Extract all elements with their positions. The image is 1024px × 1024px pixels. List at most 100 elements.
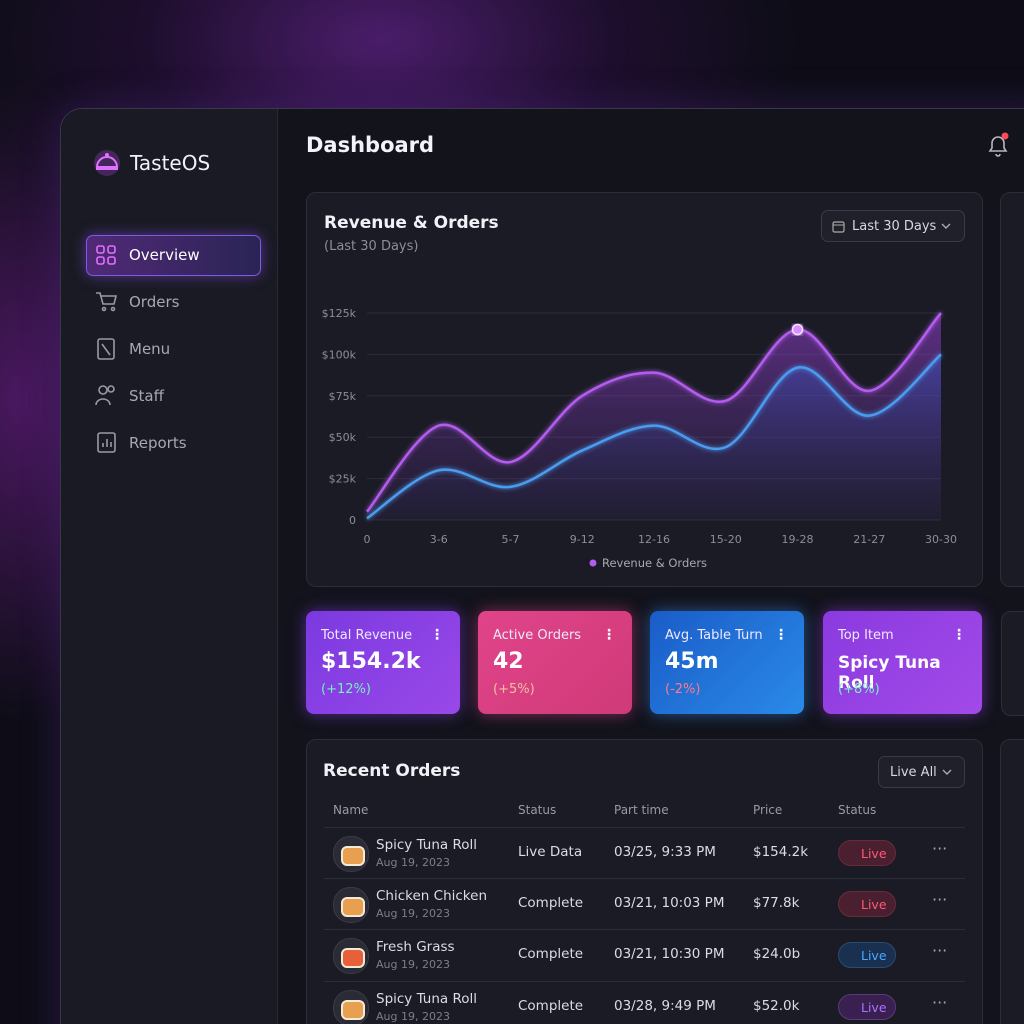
order-price: $77.8k xyxy=(753,895,800,912)
chart: 0 $25k $50k $75k $100k $125k 0 3-6 5-7 9-12 12-16 1… xyxy=(322,307,957,570)
kpi-card[interactable]: Avg. Table Turn ⋮ 45m (-2%) xyxy=(650,611,804,714)
row-divider xyxy=(324,980,965,982)
chart-title: Revenue & Orders xyxy=(324,213,499,233)
kpi-label: Total Revenue xyxy=(321,628,413,643)
column-header: Status xyxy=(518,803,557,817)
filter-button[interactable]: Live All xyxy=(878,756,965,788)
item-date: Aug 19, 2023 xyxy=(376,907,450,921)
food-shape xyxy=(341,948,365,969)
nav-item[interactable]: Reports xyxy=(129,434,187,452)
row-menu[interactable]: ··· xyxy=(932,941,948,961)
item-date: Aug 19, 2023 xyxy=(376,856,450,869)
legend-swatch xyxy=(589,559,597,567)
kpi-card[interactable]: Top Item ⋮ Spicy Tuna Roll (+8%) xyxy=(823,611,982,714)
order-status: Complete xyxy=(518,895,584,912)
item-name: Chicken Chicken xyxy=(376,888,487,905)
nav-active[interactable] xyxy=(86,235,261,276)
order-time: 03/28, 9:49 PM xyxy=(614,997,716,1014)
notification-bell[interactable] xyxy=(984,130,1014,160)
row-divider xyxy=(324,878,965,880)
brand-logo xyxy=(94,150,120,176)
status-badge: Live xyxy=(838,891,896,918)
chevron xyxy=(941,223,951,229)
food-thumbnail xyxy=(333,989,369,1024)
column-header: Name xyxy=(333,803,369,817)
food-shape xyxy=(341,846,365,866)
order-price: $24.0b xyxy=(753,946,801,963)
range-label: Last 30 Days xyxy=(852,219,937,234)
brand-name: TasteOS xyxy=(130,151,211,175)
x-tick-label: 30-30 xyxy=(925,533,957,546)
filter-label: Live All xyxy=(890,765,937,780)
order-status: Live Data xyxy=(518,844,583,860)
kpi-card[interactable]: Active Orders ⋮ 42 (+5%) xyxy=(478,611,632,714)
row-divider xyxy=(324,929,965,931)
kpi-value: Spicy Tuna Roll xyxy=(838,653,941,693)
area xyxy=(367,354,941,520)
food-shape xyxy=(341,999,365,1020)
status-badge: Live xyxy=(838,840,896,866)
food-shape xyxy=(341,897,365,918)
range-button[interactable]: Last 30 Days xyxy=(821,210,965,242)
food-thumbnail xyxy=(333,887,369,924)
nav-icons xyxy=(95,245,118,453)
column-header: Status xyxy=(838,803,877,817)
kpi-card-cropped xyxy=(1001,611,1024,716)
order-time: 03/25, 9:33 PM xyxy=(614,844,716,860)
legend-label: Revenue & Orders xyxy=(602,556,707,570)
kpi-value: $154.2k xyxy=(321,649,421,674)
y-tick-label: $125k xyxy=(322,307,357,320)
y-tick-label: $100k xyxy=(322,348,357,361)
page-title: Dashboard xyxy=(306,133,435,157)
kpi-value: 42 xyxy=(493,649,524,674)
line xyxy=(366,312,942,513)
item-name: Spicy Tuna Roll xyxy=(376,990,477,1007)
chevron xyxy=(942,769,952,775)
order-price: $52.0k xyxy=(753,997,800,1014)
order-status: Complete xyxy=(518,946,584,963)
column-header: Price xyxy=(753,803,783,817)
line xyxy=(366,353,942,520)
y-tick-label: $75k xyxy=(329,390,357,403)
orders-panel xyxy=(306,739,983,1024)
food-thumbnail xyxy=(333,938,369,975)
kpi-label: Top Item xyxy=(838,628,894,643)
food-thumbnail xyxy=(333,836,369,872)
row-menu[interactable]: ··· xyxy=(932,992,948,1012)
x-tick-label: 15-20 xyxy=(710,533,742,546)
item-date: Aug 19, 2023 xyxy=(376,958,450,972)
nav-item[interactable]: Orders xyxy=(129,293,180,311)
status-badge: Live xyxy=(838,942,896,969)
kpi-change: (+8%) xyxy=(838,682,880,697)
order-time: 03/21, 10:30 PM xyxy=(614,946,725,963)
row-menu[interactable]: ··· xyxy=(932,890,948,910)
side-panel xyxy=(1000,739,1024,1024)
order-time: 03/21, 10:03 PM xyxy=(614,895,725,912)
y-tick-label: 0 xyxy=(349,514,356,527)
nav-item[interactable]: Staff xyxy=(129,387,164,405)
kpi-value: 45m xyxy=(665,649,719,674)
item-name: Spicy Tuna Roll xyxy=(376,837,477,853)
kpi-change: (+12%) xyxy=(321,682,371,697)
nav-item[interactable]: Overview xyxy=(129,246,200,264)
chart-subtitle: (Last 30 Days) xyxy=(324,239,419,254)
kpi-card[interactable]: Total Revenue ⋮ $154.2k (+12%) xyxy=(306,611,460,714)
order-status: Complete xyxy=(518,997,584,1014)
kpi-change: (+5%) xyxy=(493,682,535,697)
nav-item[interactable]: Menu xyxy=(129,340,171,358)
x-tick-label: 3-6 xyxy=(430,533,448,546)
status-badge: Live xyxy=(838,993,896,1020)
kpi-label: Avg. Table Turn xyxy=(665,628,763,643)
x-tick-label: 21-27 xyxy=(853,533,885,546)
item-name: Fresh Grass xyxy=(376,939,455,956)
order-price: $154.2k xyxy=(753,844,809,860)
kpi-label: Active Orders xyxy=(493,628,582,643)
x-tick-label: 5-7 xyxy=(502,533,520,546)
kpi-change: (-2%) xyxy=(665,682,701,697)
x-tick-label: 19-28 xyxy=(782,533,814,546)
row-divider xyxy=(324,827,965,828)
y-tick-label: $25k xyxy=(329,473,357,486)
row-menu[interactable]: ··· xyxy=(932,839,948,858)
x-tick-label: 12-16 xyxy=(638,533,670,546)
